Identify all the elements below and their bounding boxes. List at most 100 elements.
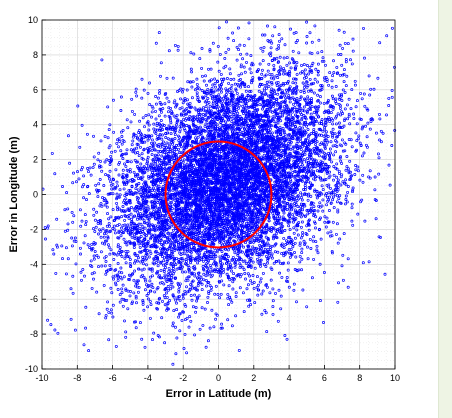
data-point: [322, 123, 326, 127]
data-point: [351, 37, 355, 41]
data-point: [200, 66, 204, 70]
data-point: [249, 265, 253, 269]
data-point: [310, 276, 314, 280]
data-point: [338, 43, 342, 47]
data-point: [243, 252, 247, 256]
data-point: [135, 285, 139, 289]
data-point: [356, 165, 360, 169]
data-point: [244, 103, 248, 107]
data-point: [219, 292, 223, 296]
data-point: [221, 243, 225, 247]
data-point: [97, 265, 100, 269]
data-point: [136, 210, 140, 214]
data-point: [279, 307, 283, 311]
data-point: [211, 95, 215, 99]
data-point: [298, 208, 302, 212]
data-point: [51, 248, 55, 252]
data-point: [180, 236, 184, 240]
data-point: [134, 326, 138, 330]
data-point: [260, 91, 264, 95]
data-point: [99, 202, 103, 206]
data-point: [200, 258, 204, 262]
data-point: [321, 198, 325, 202]
data-point: [300, 251, 304, 255]
data-point: [341, 149, 345, 153]
data-point: [179, 125, 183, 129]
data-point: [214, 264, 218, 268]
data-point: [324, 163, 328, 167]
data-point: [308, 237, 312, 241]
data-point: [162, 294, 166, 298]
data-point: [318, 101, 322, 105]
data-point: [313, 24, 317, 28]
data-point: [355, 122, 359, 126]
data-point: [123, 218, 127, 222]
data-point: [323, 151, 326, 155]
data-point: [330, 251, 334, 255]
data-point: [226, 318, 230, 322]
data-point: [237, 48, 241, 52]
data-point: [228, 278, 232, 282]
data-point: [152, 122, 156, 126]
data-point: [203, 124, 207, 128]
data-point: [388, 183, 392, 187]
data-point: [119, 253, 122, 256]
data-point: [163, 143, 167, 147]
data-point: [267, 62, 271, 66]
data-point: [346, 42, 350, 46]
data-point: [302, 85, 306, 89]
data-point: [263, 247, 267, 251]
data-point: [215, 123, 219, 127]
data-point: [284, 204, 288, 208]
data-point: [281, 126, 285, 130]
data-point: [227, 260, 231, 264]
data-point: [356, 169, 360, 173]
data-point: [190, 298, 194, 302]
data-point: [164, 266, 168, 269]
data-point: [210, 286, 214, 289]
data-point: [363, 104, 367, 108]
data-point: [332, 206, 336, 210]
data-point: [144, 193, 148, 197]
data-point: [156, 96, 160, 100]
data-point: [340, 63, 344, 67]
data-point: [294, 190, 298, 194]
data-point: [210, 97, 214, 101]
data-point: [125, 298, 129, 302]
data-point: [393, 65, 396, 69]
data-point: [89, 259, 93, 263]
data-point: [200, 306, 204, 310]
data-point: [103, 256, 107, 260]
data-point: [337, 28, 341, 32]
data-point: [305, 41, 309, 45]
data-point: [166, 285, 170, 288]
data-point: [64, 246, 68, 250]
data-point: [330, 85, 334, 89]
data-point: [244, 102, 248, 106]
data-point: [159, 61, 163, 65]
data-point: [338, 106, 342, 110]
data-point: [267, 226, 271, 230]
data-point: [342, 80, 346, 84]
data-point: [322, 76, 326, 80]
data-point: [272, 203, 275, 207]
data-point: [98, 204, 102, 208]
data-point: [194, 306, 198, 310]
data-point: [202, 79, 206, 83]
data-point: [354, 168, 358, 172]
data-point: [204, 74, 207, 78]
data-point: [308, 170, 312, 174]
data-point: [330, 191, 334, 195]
data-point: [292, 77, 295, 81]
data-point: [131, 300, 134, 304]
side-panel: [439, 0, 452, 418]
data-point: [144, 263, 148, 267]
data-point: [231, 255, 235, 259]
data-point: [161, 299, 164, 303]
data-point: [93, 250, 97, 253]
data-point: [123, 162, 126, 166]
data-point: [279, 294, 283, 298]
data-point: [259, 277, 263, 281]
data-point: [132, 278, 136, 282]
